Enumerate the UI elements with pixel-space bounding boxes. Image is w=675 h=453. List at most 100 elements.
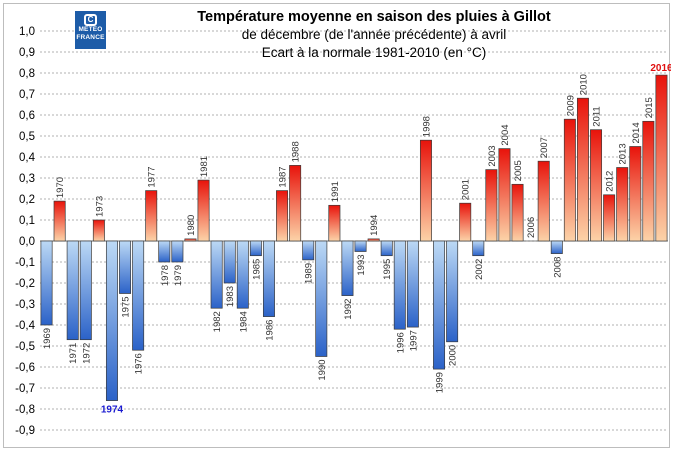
bar-2003 xyxy=(485,169,498,242)
bar-label-1994: 1994 xyxy=(369,215,380,236)
y-tick-label: 0,3 xyxy=(19,173,35,185)
bar-label-1972: 1972 xyxy=(81,343,92,364)
bar-1989 xyxy=(302,240,315,261)
bar-1982 xyxy=(210,240,223,309)
bar-1985 xyxy=(249,240,262,257)
y-tick-label: 0,2 xyxy=(19,194,35,206)
bar-label-1990: 1990 xyxy=(317,360,328,381)
y-tick-label: 0,0 xyxy=(19,236,35,248)
bar-1981 xyxy=(197,179,210,242)
bar-2000 xyxy=(446,240,459,343)
bar-1995 xyxy=(380,240,393,257)
bar-1998 xyxy=(419,139,432,242)
bar-2012 xyxy=(603,194,616,242)
bar-label-2003: 2003 xyxy=(487,145,498,166)
bar-1976 xyxy=(132,240,145,351)
bar-1996 xyxy=(393,240,406,330)
bar-1983 xyxy=(223,240,236,284)
y-tick-label: 0,9 xyxy=(19,47,35,59)
logo-line1: METEO xyxy=(78,26,103,33)
bar-label-1998: 1998 xyxy=(421,116,432,137)
bar-label-1981: 1981 xyxy=(199,156,210,177)
bar-2014 xyxy=(629,146,642,242)
y-tick-label: 1,0 xyxy=(19,26,35,38)
bar-1992 xyxy=(341,240,354,296)
bar-label-2015: 2015 xyxy=(644,97,655,118)
bar-1978 xyxy=(158,240,171,263)
bar-2009 xyxy=(563,118,576,242)
bar-1988 xyxy=(289,165,302,242)
bar-label-2005: 2005 xyxy=(513,160,524,181)
bar-2013 xyxy=(616,167,629,242)
bar-label-2004: 2004 xyxy=(500,124,511,145)
y-tick-label: 0,7 xyxy=(19,89,35,101)
bar-label-2010: 2010 xyxy=(578,74,589,95)
bar-label-2007: 2007 xyxy=(539,137,550,158)
bar-label-2012: 2012 xyxy=(605,171,616,192)
bar-2005 xyxy=(511,183,524,242)
bar-label-1989: 1989 xyxy=(304,263,315,284)
bar-label-2014: 2014 xyxy=(631,122,642,143)
bar-label-1977: 1977 xyxy=(147,166,158,187)
bar-2016 xyxy=(655,74,668,242)
bar-1974 xyxy=(105,240,118,401)
bar-label-1996: 1996 xyxy=(395,332,406,353)
bar-2001 xyxy=(459,202,472,242)
chart-subtitle-line2: Ecart à la normale 1981-2010 (en °C) xyxy=(261,45,487,60)
bar-label-1976: 1976 xyxy=(134,353,145,374)
y-tick-label: -0,5 xyxy=(15,341,35,353)
bar-1993 xyxy=(354,240,367,252)
chart-frame: 1969 1970 1971 1972 1973 1974 1975 1976 1977 1978… xyxy=(3,3,671,448)
bar-label-1991: 1991 xyxy=(330,181,341,202)
logo-line2: FRANCE xyxy=(76,34,105,41)
bar-2008 xyxy=(550,240,563,254)
meteo-france-logo: C METEO FRANCE xyxy=(75,11,106,49)
y-tick-label: 0,6 xyxy=(19,110,35,122)
y-tick-label: -0,6 xyxy=(15,362,35,374)
y-tick-label: 0,4 xyxy=(19,152,36,164)
bar-label-1984: 1984 xyxy=(238,311,249,332)
bar-1973 xyxy=(92,219,105,242)
y-tick-label: -0,4 xyxy=(15,320,35,332)
bar-label-1992: 1992 xyxy=(343,299,354,320)
bar-label-2011: 2011 xyxy=(592,106,603,126)
bar-label-1982: 1982 xyxy=(212,311,223,332)
bar-1980 xyxy=(184,238,197,242)
bar-label-1980: 1980 xyxy=(186,215,197,236)
bar-label-1997: 1997 xyxy=(408,330,419,351)
y-tick-label: -0,1 xyxy=(15,257,35,269)
bar-2015 xyxy=(642,120,655,242)
bar-label-1995: 1995 xyxy=(382,259,393,280)
bar-label-1975: 1975 xyxy=(121,297,132,318)
bar-2004 xyxy=(498,148,511,242)
meteo-france-logo-icon: C xyxy=(84,14,97,26)
bar-1999 xyxy=(433,240,446,370)
y-tick-label: 0,1 xyxy=(19,215,35,227)
bar-2002 xyxy=(472,240,485,257)
bar-1990 xyxy=(315,240,328,357)
bar-label-2000: 2000 xyxy=(448,345,459,366)
chart-title: Température moyenne en saison des pluies… xyxy=(197,9,551,25)
bar-label-1973: 1973 xyxy=(94,196,105,217)
bar-label-1971: 1971 xyxy=(68,343,79,364)
y-tick-label: 0,8 xyxy=(19,68,35,80)
bar-1991 xyxy=(328,204,341,242)
bar-label-1988: 1988 xyxy=(291,141,302,162)
bar-2007 xyxy=(537,160,550,242)
bar-label-2001: 2001 xyxy=(461,179,472,200)
bar-chart: 1969 1970 1971 1972 1973 1974 1975 1976 1977 1978… xyxy=(15,26,671,437)
bar-label-1970: 1970 xyxy=(55,177,66,198)
bar-label-2006: 2006 xyxy=(526,217,537,238)
bar-1975 xyxy=(119,240,132,294)
bar-1984 xyxy=(236,240,249,309)
bar-1994 xyxy=(367,238,380,242)
y-tick-label: -0,9 xyxy=(15,425,35,437)
bar-label-1986: 1986 xyxy=(264,320,275,341)
bar-label-1974: 1974 xyxy=(101,405,124,416)
bar-1997 xyxy=(406,240,419,328)
y-tick-label: -0,8 xyxy=(15,404,35,416)
bar-label-1978: 1978 xyxy=(160,265,171,286)
bar-label-1987: 1987 xyxy=(278,166,289,187)
bar-1977 xyxy=(145,190,158,242)
bar-1979 xyxy=(171,240,184,263)
